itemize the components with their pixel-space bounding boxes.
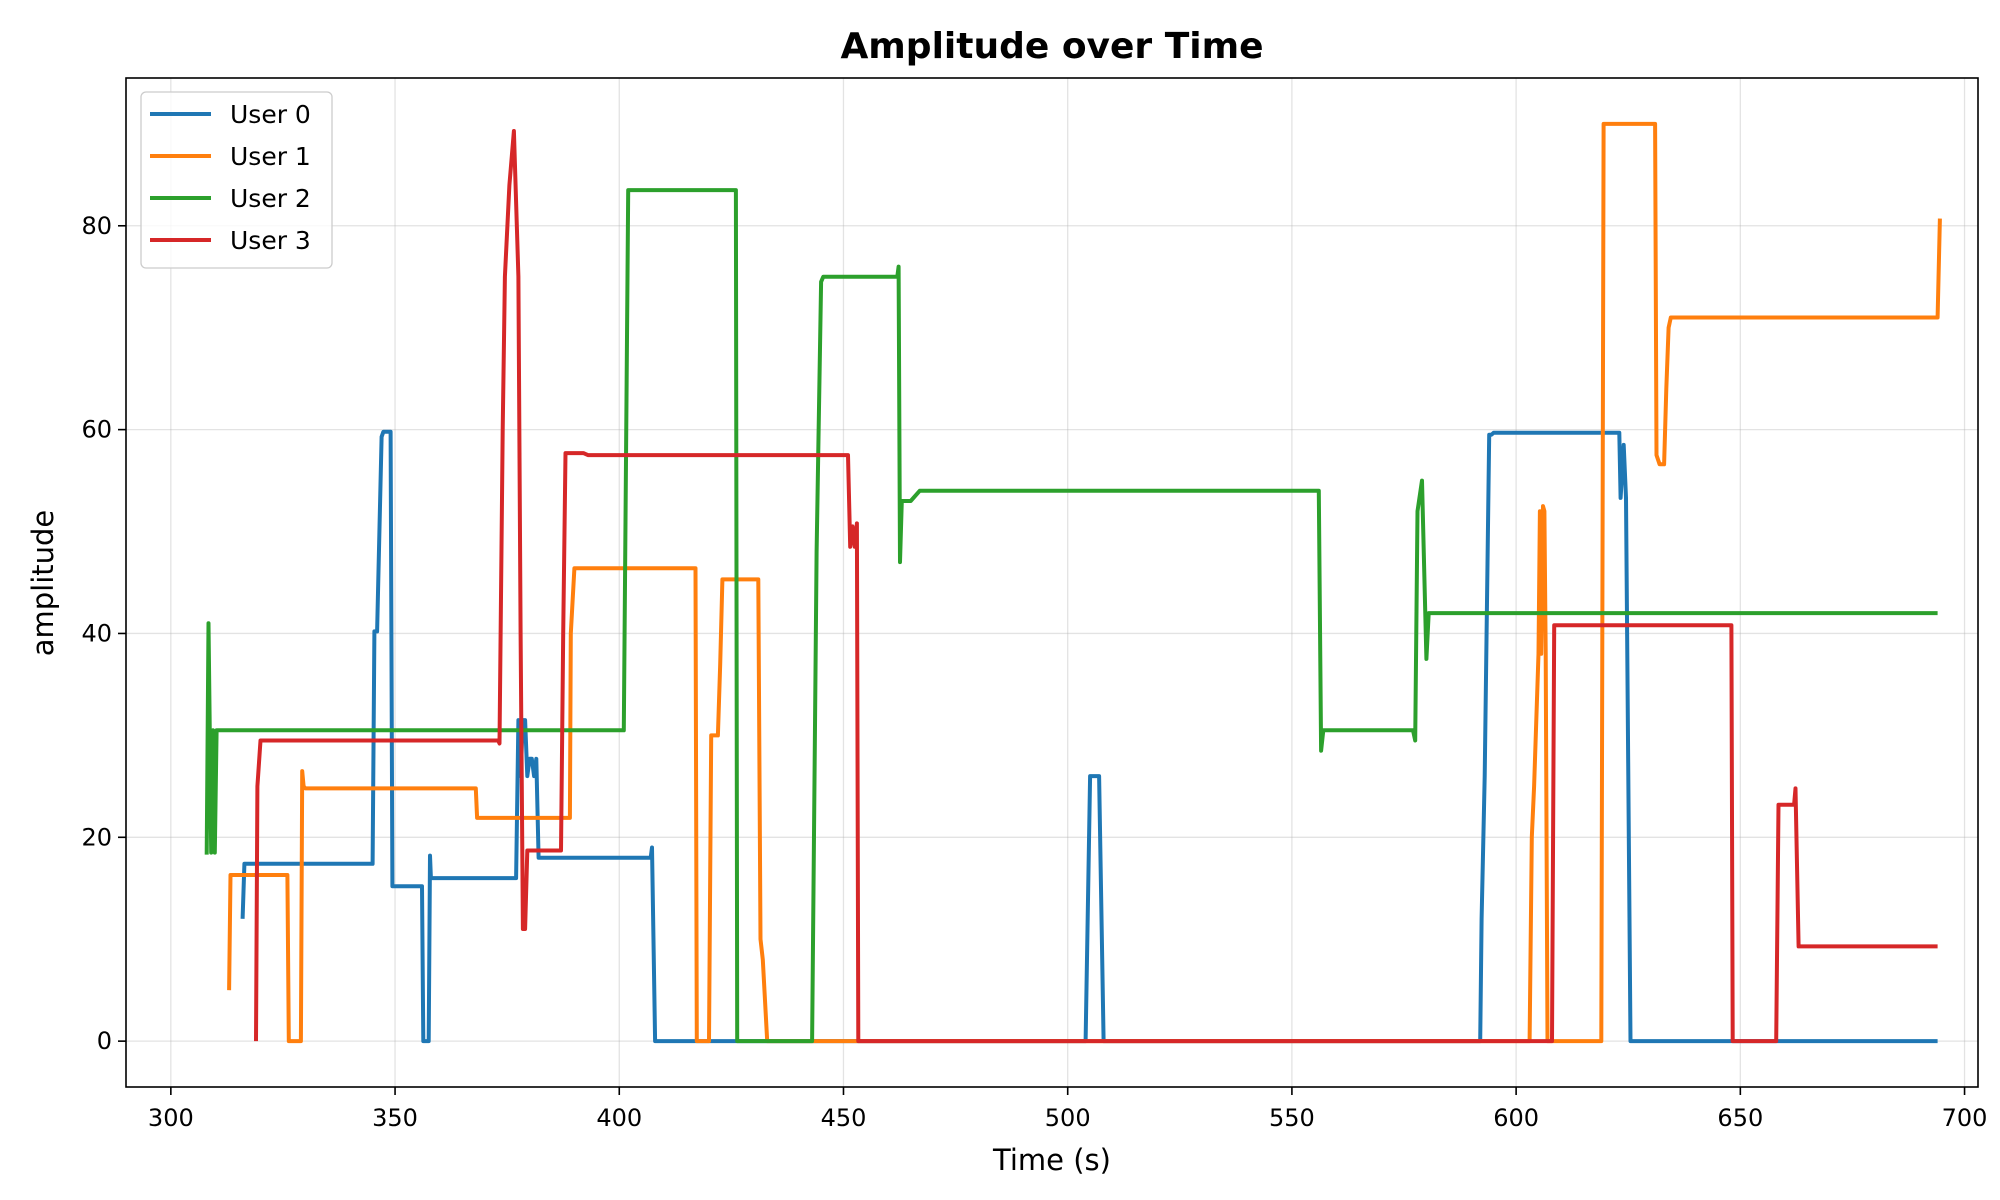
x-tick-label: 450 xyxy=(821,1104,867,1132)
y-tick-label: 20 xyxy=(81,823,112,851)
series-line-user-1 xyxy=(227,121,1942,1044)
x-tick-label: 650 xyxy=(1717,1104,1763,1132)
legend-label: User 3 xyxy=(230,226,311,255)
chart-title: Amplitude over Time xyxy=(840,26,1263,67)
x-axis: 300 350 400 450 500 550 600 650 700 xyxy=(148,1087,1988,1132)
y-tick-label: 80 xyxy=(81,212,112,240)
x-axis-label: Time (s) xyxy=(992,1143,1111,1177)
legend-label: User 2 xyxy=(230,184,311,213)
x-tick-label: 600 xyxy=(1493,1104,1539,1132)
x-tick-label: 550 xyxy=(1269,1104,1315,1132)
y-tick-label: 0 xyxy=(97,1027,112,1055)
legend-label: User 0 xyxy=(230,100,311,129)
x-tick-label: 400 xyxy=(596,1104,642,1132)
y-tick-label: 40 xyxy=(81,619,112,647)
y-axis-label: amplitude xyxy=(26,510,60,657)
y-tick-label: 60 xyxy=(81,416,112,444)
series-line-user-0 xyxy=(240,429,1938,1044)
legend-label: User 1 xyxy=(230,142,311,171)
y-axis: 0 20 40 60 80 xyxy=(81,212,126,1055)
x-tick-label: 350 xyxy=(372,1104,418,1132)
series-group xyxy=(204,121,1942,1044)
x-tick-label: 300 xyxy=(148,1104,194,1132)
legend-box xyxy=(140,91,333,269)
x-tick-label: 500 xyxy=(1045,1104,1091,1132)
x-tick-label: 700 xyxy=(1942,1104,1988,1132)
series-line-user-3 xyxy=(254,129,1938,1044)
legend: User 0 User 1 User 2 User 3 xyxy=(140,91,333,269)
plot-frame xyxy=(125,77,1979,1088)
series-line-user-2 xyxy=(204,188,1938,1044)
